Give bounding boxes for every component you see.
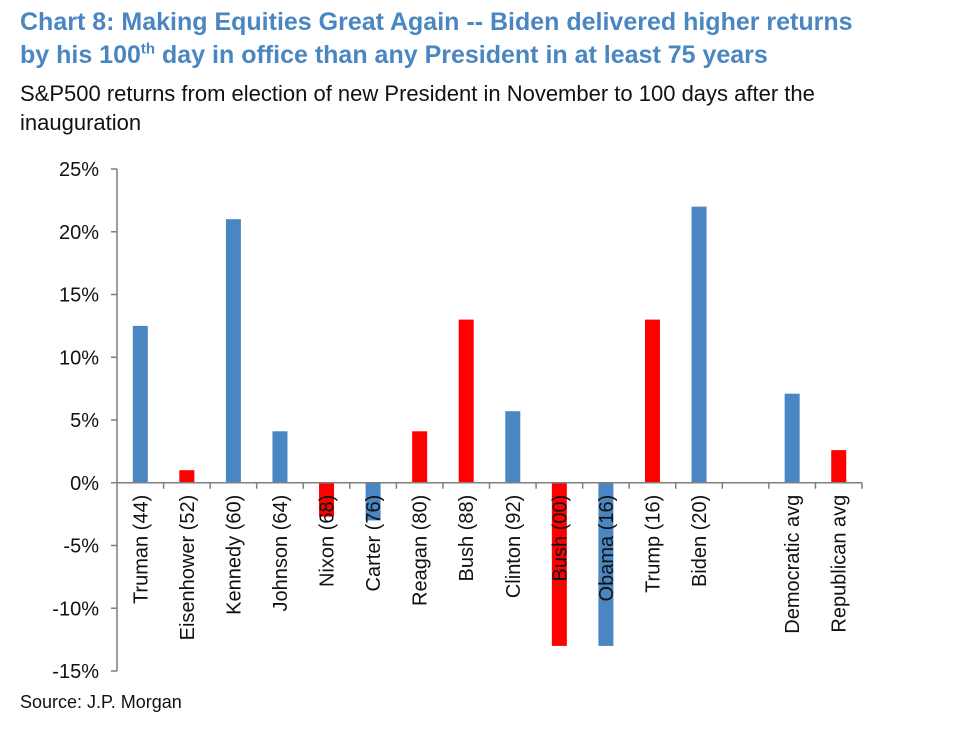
- y-tick-label: 25%: [59, 159, 99, 181]
- x-category-label: Trump (16): [642, 495, 664, 593]
- bar: [319, 482, 335, 517]
- bar: [272, 431, 288, 483]
- bar: [365, 482, 381, 521]
- x-category-label: Nixon (68): [317, 495, 339, 587]
- y-tick-label: 10%: [59, 347, 99, 369]
- bar: [458, 319, 474, 483]
- bar: [505, 411, 521, 483]
- y-tick-label: -15%: [52, 661, 99, 683]
- chart-title: Chart 8: Making Equities Great Again -- …: [20, 6, 960, 72]
- title-line-1: Chart 8: Making Equities Great Again -- …: [20, 8, 853, 36]
- source-note: Source: J.P. Morgan: [20, 692, 182, 712]
- x-category-label: Bush (88): [456, 495, 478, 582]
- bar: [132, 325, 148, 483]
- y-tick-label: -5%: [63, 536, 99, 558]
- bar: [644, 319, 660, 483]
- x-category-label: Republican avg: [829, 495, 851, 633]
- x-category-label: Reagan (80): [410, 495, 432, 606]
- y-tick-label: 0%: [70, 473, 99, 495]
- x-category-label: Bush (00): [549, 495, 571, 582]
- title-line-2a: by his 100: [20, 41, 141, 69]
- x-category-label: Biden (20): [689, 495, 711, 587]
- chart-subtitle: S&P500 returns from election of new Pres…: [20, 81, 815, 135]
- x-category-label: Johnson (64): [270, 495, 292, 612]
- bar: [551, 482, 567, 646]
- x-category-label: Eisenhower (52): [177, 495, 199, 641]
- x-category-label: Democratic avg: [782, 495, 804, 634]
- bar: [412, 431, 428, 483]
- bar: [179, 470, 195, 483]
- x-category-label: Obama (16): [596, 495, 618, 602]
- y-tick-label: 15%: [59, 285, 99, 307]
- bar: [225, 219, 241, 483]
- bar: [831, 450, 847, 483]
- bar: [691, 206, 707, 483]
- y-tick-label: -10%: [52, 598, 99, 620]
- x-category-label: Clinton (92): [503, 495, 525, 598]
- x-category-label: Kennedy (60): [223, 495, 245, 615]
- x-category-label: Truman (44): [130, 495, 152, 604]
- y-tick-label: 20%: [59, 222, 99, 244]
- bar: [784, 393, 800, 483]
- title-superscript: th: [140, 40, 156, 58]
- y-tick-label: 5%: [70, 410, 99, 432]
- bar: [598, 482, 614, 646]
- x-category-label: Carter (76): [363, 495, 385, 592]
- title-line-2b: day in office than any President in at l…: [155, 41, 768, 69]
